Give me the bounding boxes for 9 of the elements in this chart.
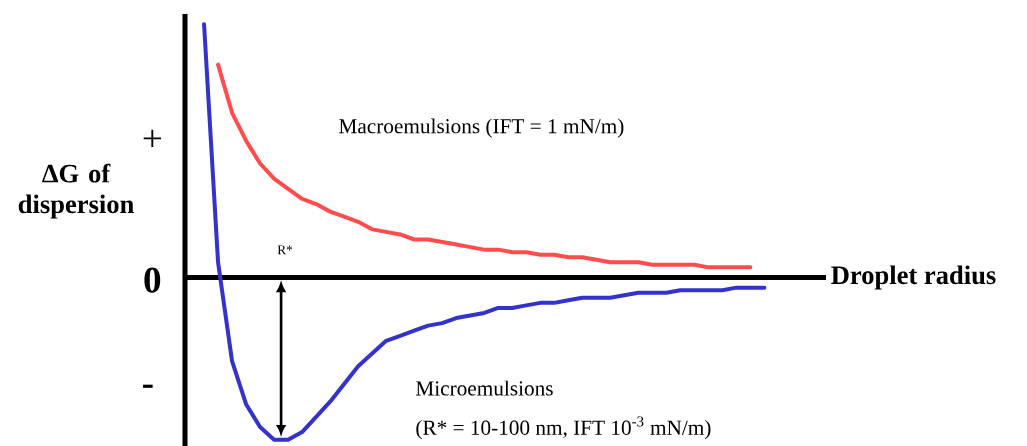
text: + bbox=[143, 129, 161, 147]
x-axis-title: Droplet radius bbox=[831, 265, 996, 290]
annotation: Macroemulsions (IFT = 1 mN/m) bbox=[339, 118, 624, 138]
annotation: (R* = 10-100 nm, IFT 10$^{-3}$ mN/m) bbox=[416, 416, 711, 440]
annotation: R* bbox=[277, 245, 293, 255]
y-axis-title: ΔG of dispersion bbox=[18, 163, 134, 219]
text: - bbox=[142, 384, 153, 388]
annotation: Microemulsions bbox=[415, 380, 553, 396]
text: 0 bbox=[144, 267, 161, 293]
